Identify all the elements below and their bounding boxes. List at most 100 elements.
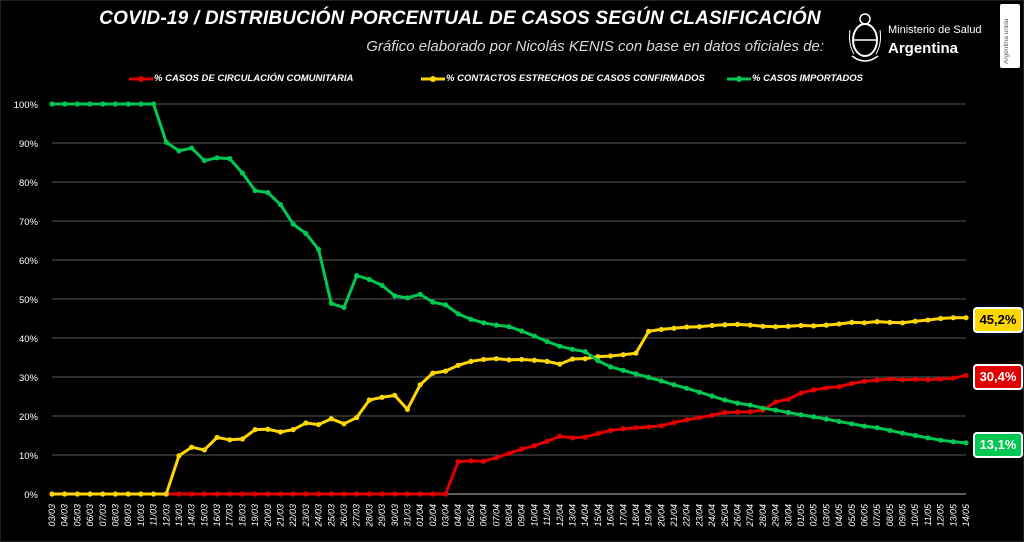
data-point	[404, 295, 411, 301]
data-point	[899, 377, 906, 383]
x-tick-label: 22/04	[682, 504, 692, 528]
x-tick-label: 10/05	[910, 503, 920, 527]
data-point	[849, 381, 855, 387]
x-tick-label: 20/03	[263, 504, 273, 528]
x-tick-label: 07/04	[491, 504, 501, 527]
data-point	[760, 405, 766, 411]
data-point	[671, 420, 677, 426]
y-tick-label: 60%	[19, 256, 39, 267]
data-point	[163, 491, 169, 497]
series-line	[52, 316, 966, 496]
x-tick-label: 19/04	[644, 504, 654, 527]
data-point	[899, 320, 906, 326]
data-point	[214, 155, 220, 161]
data-point	[722, 409, 728, 416]
data-point	[823, 322, 829, 328]
data-point	[189, 444, 195, 450]
data-point	[239, 436, 246, 442]
data-point	[722, 322, 728, 328]
data-point	[963, 315, 969, 321]
data-point	[125, 101, 131, 107]
x-tick-label: 15/04	[593, 504, 603, 527]
data-point	[455, 311, 461, 317]
data-point	[62, 101, 68, 107]
data-point	[417, 491, 423, 497]
data-point	[836, 384, 842, 390]
data-point	[557, 343, 563, 349]
data-point	[607, 353, 614, 359]
data-point	[658, 326, 664, 333]
data-point	[303, 420, 309, 426]
data-point	[201, 491, 207, 497]
data-point	[506, 450, 512, 457]
y-tick-label: 10%	[19, 451, 39, 462]
data-point	[239, 170, 246, 176]
data-point	[303, 491, 309, 497]
x-tick-label: 09/05	[898, 503, 908, 527]
data-point	[328, 300, 334, 306]
data-point	[531, 443, 537, 449]
data-point	[823, 416, 829, 422]
data-point	[684, 385, 690, 391]
x-tick-label: 14/03	[187, 504, 197, 527]
data-point	[481, 356, 487, 363]
x-tick-label: 12/05	[936, 503, 946, 527]
data-point	[290, 221, 296, 227]
data-point	[658, 423, 664, 429]
data-point	[265, 491, 271, 497]
data-point	[734, 321, 741, 327]
chart-title: COVID-19 / DISTRIBUCIÓN PORCENTUAL DE CA…	[99, 8, 821, 29]
x-tick-label: 15/03	[199, 504, 209, 527]
data-point	[861, 320, 868, 326]
data-point	[366, 276, 372, 283]
data-point	[481, 320, 487, 326]
end-value-label: 13,1%	[973, 431, 1023, 458]
x-tick-label: 09/04	[517, 504, 527, 527]
data-point	[772, 399, 779, 405]
data-point	[925, 377, 931, 383]
data-point	[62, 491, 68, 497]
data-point	[747, 409, 753, 415]
x-tick-label: 13/04	[567, 504, 577, 527]
x-tick-label: 06/05	[859, 503, 869, 527]
data-point	[227, 437, 233, 443]
data-point	[49, 101, 55, 107]
data-point	[227, 156, 233, 162]
data-point	[531, 333, 537, 339]
data-point	[950, 375, 956, 381]
x-tick-label: 18/03	[237, 504, 247, 527]
data-point	[417, 382, 423, 388]
data-point	[620, 352, 626, 358]
data-point	[709, 412, 715, 418]
x-tick-label: 21/03	[276, 504, 286, 528]
data-point	[747, 402, 753, 408]
data-point	[912, 318, 918, 324]
data-point	[125, 491, 131, 497]
x-tick-label: 03/03	[47, 504, 57, 527]
x-tick-label: 03/05	[821, 503, 831, 527]
x-tick-label: 11/05	[923, 503, 933, 526]
data-point	[849, 319, 855, 325]
data-point	[519, 328, 525, 334]
data-point	[734, 400, 741, 406]
data-point	[557, 361, 563, 367]
data-point	[646, 374, 652, 380]
legend-marker-comunitaria	[129, 76, 153, 82]
y-tick-label: 80%	[19, 178, 39, 189]
data-point	[887, 427, 893, 434]
y-tick-label: 50%	[19, 295, 39, 306]
data-point	[836, 418, 842, 425]
chart-subtitle: Gráfico elaborado por Nicolás KENIS con …	[366, 38, 824, 55]
data-point	[468, 458, 474, 464]
x-tick-label: 03/04	[441, 504, 451, 527]
data-point	[455, 459, 461, 465]
data-point	[379, 491, 385, 497]
data-point	[582, 349, 588, 355]
data-point	[684, 417, 690, 423]
x-tick-label: 28/04	[758, 504, 768, 528]
x-tick-label: 06/04	[479, 504, 489, 527]
x-tick-label: 04/03	[60, 504, 70, 527]
x-tick-label: 14/05	[961, 503, 971, 527]
x-tick-label: 28/03	[364, 504, 374, 528]
